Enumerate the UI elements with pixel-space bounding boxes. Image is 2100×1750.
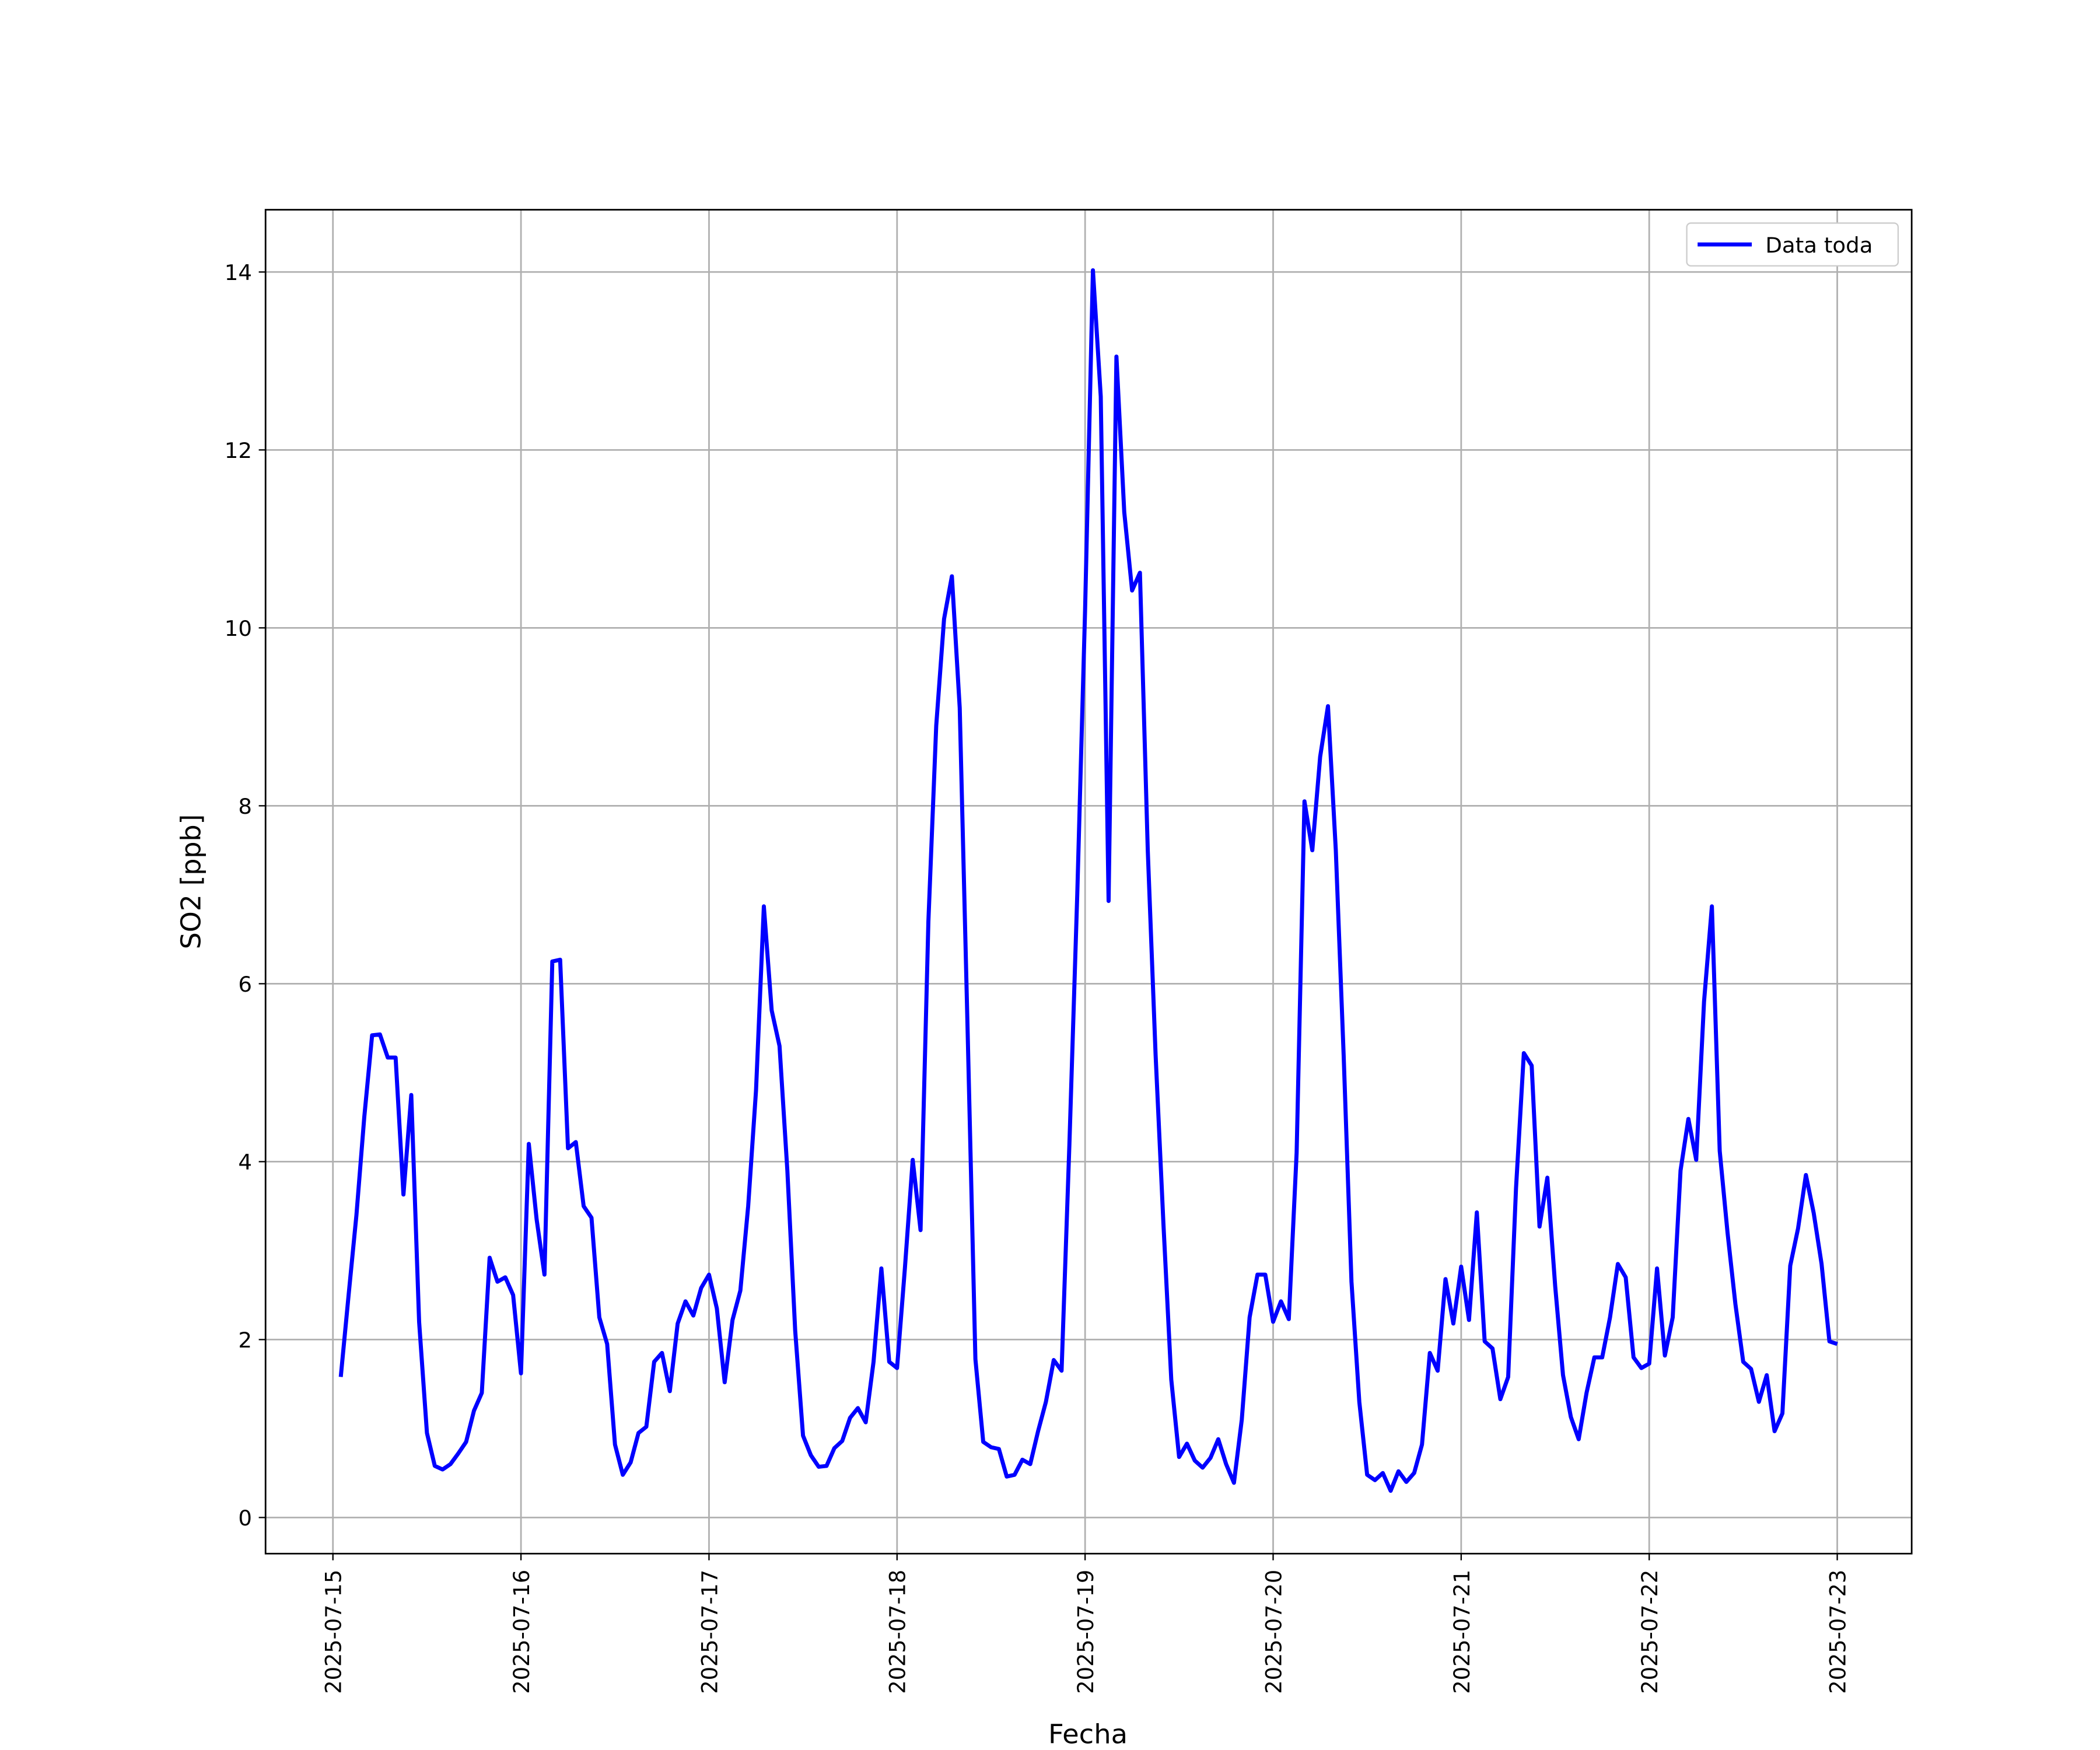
y-axis-label: SO2 [ppb]	[175, 814, 206, 950]
y-tick-label: 10	[225, 616, 252, 641]
plot-frame	[264, 209, 1913, 1555]
y-tick-label: 4	[238, 1150, 252, 1175]
x-tick-label: 2025-07-22	[1637, 1570, 1662, 1694]
x-tick-label: 2025-07-15	[321, 1570, 346, 1694]
y-tick-label: 14	[225, 260, 252, 285]
x-tick-label: 2025-07-16	[509, 1570, 534, 1694]
x-tick-label: 2025-07-18	[885, 1570, 910, 1694]
y-tick-label: 12	[225, 438, 252, 463]
y-tick-label: 6	[238, 972, 252, 997]
x-tick-label: 2025-07-23	[1825, 1570, 1850, 1694]
y-tick-label: 0	[238, 1506, 252, 1531]
data-line	[338, 268, 1838, 1493]
x-tick-label: 2025-07-20	[1261, 1570, 1286, 1694]
x-tick-label: 2025-07-17	[697, 1570, 722, 1694]
y-tick-label: 2	[238, 1328, 252, 1353]
x-tick-label: 2025-07-19	[1073, 1570, 1098, 1694]
x-tick-label: 2025-07-21	[1450, 1570, 1475, 1694]
legend-label: Data toda	[1765, 233, 1873, 258]
legend-box	[1686, 222, 1899, 267]
y-tick-label: 8	[238, 794, 252, 819]
x-axis-label: Fecha	[1048, 1718, 1128, 1750]
legend: Data toda	[1686, 222, 1899, 267]
